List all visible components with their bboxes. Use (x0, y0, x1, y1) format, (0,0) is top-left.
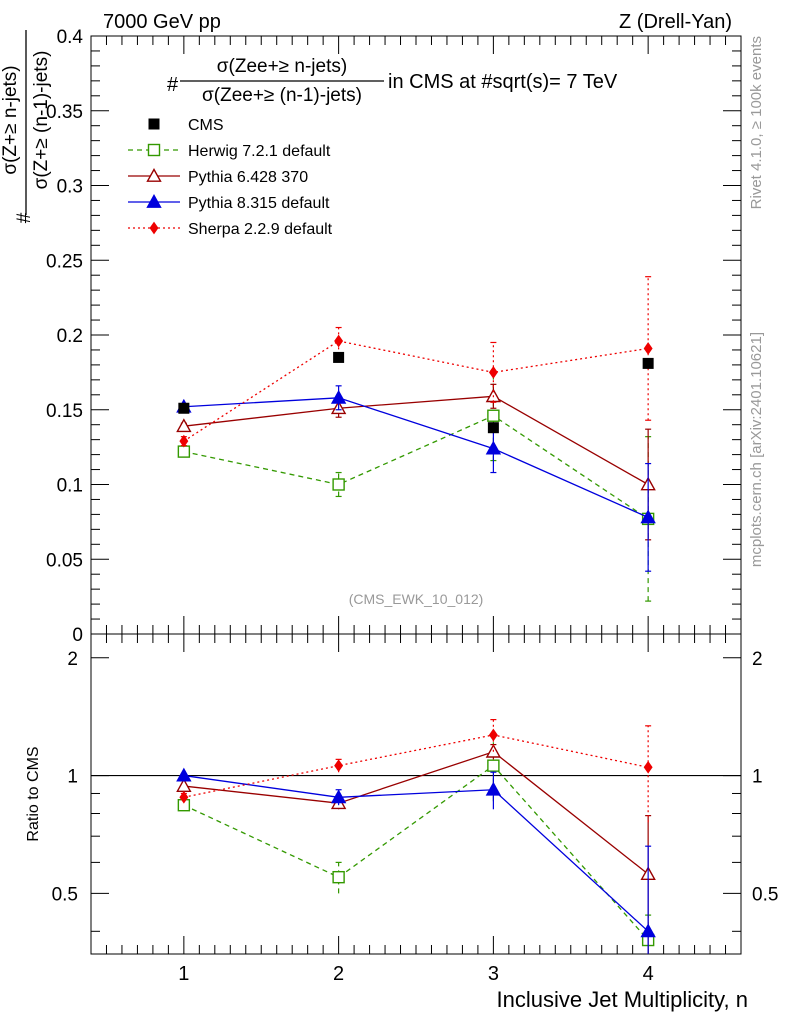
ratio-series (176, 718, 656, 954)
ratio-tick-label-left: 2 (67, 649, 78, 670)
legend-marker (147, 143, 161, 157)
ratio-axes: 0.5 0.5 1 1 2 2 (52, 649, 778, 932)
series-2-ratio-point (176, 767, 192, 782)
series-0-ratio-line (183, 764, 649, 941)
legend-marker (146, 168, 162, 182)
y-tick-label: 0.3 (57, 177, 83, 198)
cms-data-point (178, 402, 190, 414)
series-2-line (183, 397, 649, 518)
series-2-ratio-point (330, 789, 347, 804)
ratio-tick-label-right: 0.5 (752, 884, 778, 905)
main-series (176, 276, 656, 602)
series-3-point (643, 342, 653, 355)
series-2-ratio-point (485, 781, 502, 796)
series-0-point (332, 478, 345, 491)
series-1-line (183, 395, 649, 486)
rivet-label: Rivet 4.1.0, ≥ 100k events (748, 36, 765, 209)
series-3-ratio-line (183, 734, 649, 798)
series-3-point (179, 434, 189, 448)
cms-data-point (333, 351, 345, 363)
x-tick-label: 4 (643, 963, 654, 985)
series-1-ratio-line (183, 751, 649, 875)
x-tick-labels: 1 2 3 4 (178, 963, 653, 985)
y-tick-label: 0.35 (46, 102, 83, 123)
y-tick-label: 0.15 (46, 401, 83, 422)
legend-label: CMS (188, 117, 224, 134)
x-axis-label: Inclusive Jet Multiplicity, n (497, 987, 748, 1012)
y-axis-label-prefix: # (14, 212, 35, 223)
x-tick-label: 3 (488, 963, 499, 985)
y-axis-label: # σ(Z+≥ n-jets) σ(Z+≥ (n-1)-jets) (0, 30, 52, 223)
x-tick-label: 1 (178, 963, 189, 985)
legend: CMS Herwig 7.2.1 default Pythia 6.428 370 P… (128, 117, 333, 238)
source-label: mcplots.cern.ch [arXiv:2401.10621] (748, 332, 765, 567)
legend-label: Pythia 8.315 default (188, 195, 330, 212)
series-1-point (176, 418, 192, 433)
series-2-ratio-line (183, 774, 649, 932)
analysis-tag: (CMS_EWK_10_012) (349, 591, 484, 607)
ratio-tick-label-right: 1 (752, 767, 763, 788)
y-tick-label: 0 (72, 625, 83, 646)
ratio-tick-label-right: 2 (752, 649, 763, 670)
series-0-point (177, 445, 191, 458)
y-axis-label-numerator: σ(Z+≥ n-jets) (0, 65, 21, 174)
ratio-axis-label: Ratio to CMS (25, 746, 42, 841)
y-tick-label: 0.1 (57, 476, 83, 497)
x-tick-label: 2 (333, 963, 344, 985)
y-tick-label: 0.4 (57, 27, 84, 48)
series-2-point (640, 509, 656, 524)
y-tick-label: 0.25 (46, 251, 83, 272)
legend-marker (146, 194, 162, 208)
cms-data-point (642, 357, 654, 369)
ratio-tick-label-left: 0.5 (52, 884, 78, 905)
cms-data-point (487, 422, 499, 434)
plot-title-numerator: σ(Zee+≥ n-jets) (217, 56, 347, 77)
series-3-ratio-point (179, 790, 189, 804)
y-axis-label-denominator: σ(Z+≥ (n-1)-jets) (31, 51, 52, 190)
y-tick-label: 0.05 (46, 550, 83, 571)
legend-label: Pythia 6.428 370 (188, 169, 308, 186)
legend-marker (149, 221, 159, 235)
series-0-point (487, 409, 500, 422)
series-3-line (183, 340, 649, 442)
series-2-point (330, 389, 347, 404)
legend-label: Sherpa 2.2.9 default (188, 221, 333, 238)
plot-title-suffix: in CMS at #sqrt(s)= 7 TeV (388, 71, 618, 93)
series-3-ratio-point (488, 728, 498, 742)
main-axes: 0 0.05 0.1 0.15 0.2 0.25 0.3 0.35 0.4 (46, 27, 742, 954)
plot-title-prefix: # (167, 74, 179, 96)
y-tick-label: 0.2 (57, 326, 83, 347)
legend-marker (148, 118, 160, 130)
series-2-point (485, 440, 502, 455)
series-0-ratio-point (332, 870, 345, 884)
series-0-line (183, 414, 649, 520)
legend-label: Herwig 7.2.1 default (188, 143, 331, 160)
header-left: 7000 GeV pp (103, 11, 221, 33)
series-3-ratio-point (643, 760, 653, 774)
series-3-point (334, 334, 344, 348)
plot-title: # σ(Zee+≥ n-jets) σ(Zee+≥ (n-1)-jets) in… (167, 56, 618, 106)
series-3-ratio-point (334, 759, 344, 773)
header-right: Z (Drell-Yan) (619, 11, 732, 33)
series-0-ratio-point (487, 759, 500, 772)
series-2-ratio-point (640, 923, 656, 938)
plot-title-denominator: σ(Zee+≥ (n-1)-jets) (202, 85, 362, 106)
series-3-point (488, 366, 498, 379)
ratio-tick-label-left: 1 (67, 767, 78, 788)
